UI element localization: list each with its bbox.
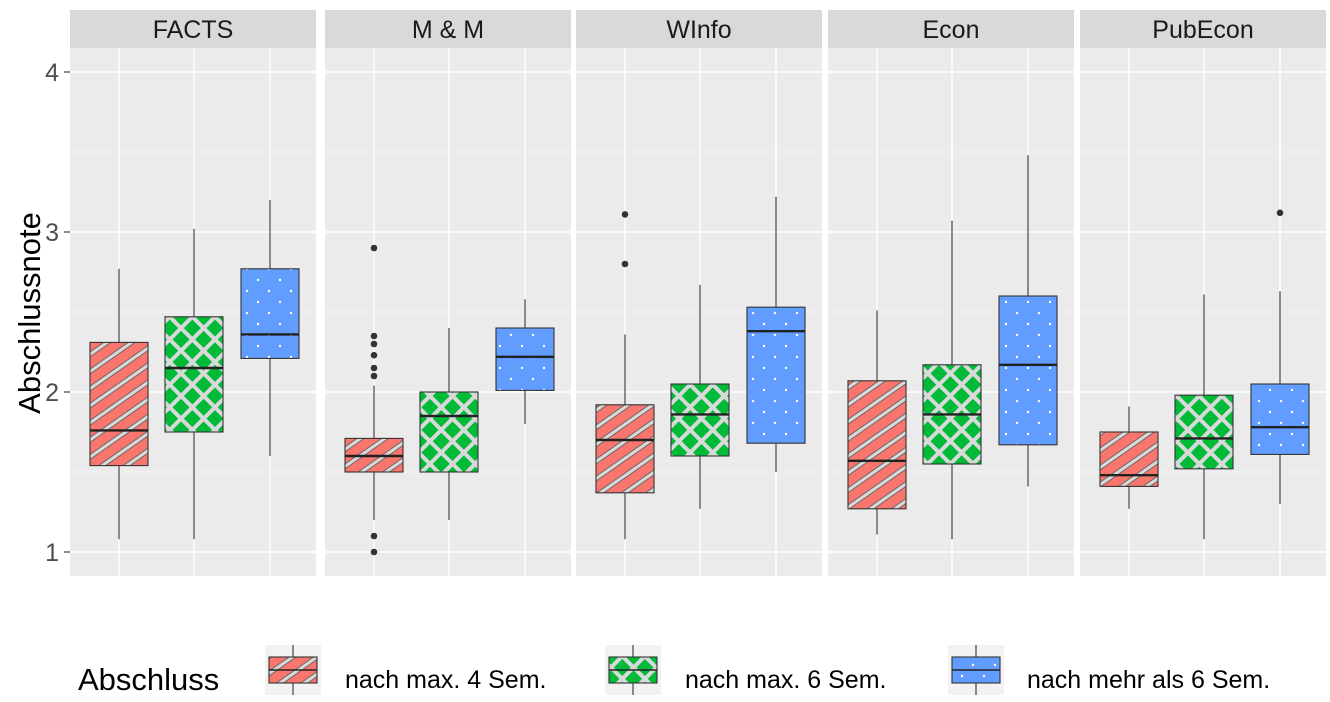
facet-panel: FACTS [70, 10, 316, 576]
facet-panel: M & M [325, 10, 571, 576]
boxplot-box [746, 196, 806, 472]
facet-strip [828, 10, 1074, 48]
outlier-point [370, 532, 378, 540]
boxplot-box [595, 211, 655, 540]
iqr-box [847, 380, 907, 510]
facet-label: WInfo [666, 16, 731, 44]
y-tick-label: 1 [45, 539, 59, 567]
legend-key [948, 645, 1004, 695]
legend-entry-label: nach mehr als 6 Sem. [1027, 666, 1270, 694]
y-axis-title: Abschlussnote [12, 212, 47, 414]
iqr-box [670, 383, 730, 457]
y-tick-label: 3 [45, 219, 59, 247]
facet-label: M & M [412, 16, 484, 44]
facet-panel: Econ [828, 10, 1074, 576]
facet-strip [1080, 10, 1326, 48]
boxplot-box [847, 310, 907, 535]
outlier-point [1276, 209, 1284, 217]
y-tick-label: 4 [45, 59, 59, 87]
outlier-point [370, 332, 378, 340]
legend-title: Abschluss [78, 662, 219, 697]
legend-entry-label: nach max. 6 Sem. [685, 666, 886, 694]
legend: Abschluss nach max. 4 Sem. nach max. 6 Se… [78, 645, 1270, 697]
iqr-box [1099, 431, 1159, 487]
iqr-box [746, 306, 806, 444]
facet-strip [576, 10, 822, 48]
outlier-point [370, 364, 378, 372]
boxplot-box [1099, 406, 1159, 509]
facet-panel: WInfo [576, 10, 822, 576]
boxplot-box [89, 268, 149, 540]
facet-panel: PubEcon [1080, 10, 1326, 576]
iqr-box [495, 327, 555, 391]
iqr-box [89, 341, 149, 467]
boxplot-box [998, 155, 1058, 487]
boxplot-box [670, 284, 730, 509]
legend-entry-label: nach max. 4 Sem. [345, 666, 546, 694]
iqr-box [595, 404, 655, 494]
iqr-box [1250, 383, 1310, 455]
boxplot-box [1174, 294, 1234, 540]
boxplot-box [344, 244, 404, 556]
y-tick-label: 2 [45, 379, 59, 407]
iqr-box [998, 295, 1058, 446]
facet-label: FACTS [153, 16, 234, 44]
legend-key [265, 645, 321, 695]
boxplot-box [1250, 209, 1310, 504]
facet-label: PubEcon [1152, 16, 1253, 44]
boxplot-box [164, 228, 224, 540]
y-axis: 1 2 3 4 [45, 59, 70, 567]
outlier-point [370, 372, 378, 380]
facet-label: Econ [923, 16, 980, 44]
outlier-point [370, 351, 378, 359]
legend-key [605, 645, 661, 695]
facet-strip [70, 10, 316, 48]
iqr-box [164, 316, 224, 433]
outlier-point [621, 211, 629, 218]
boxplot-box [240, 200, 300, 456]
facet-strip [325, 10, 571, 48]
iqr-box [240, 268, 300, 359]
outlier-point [370, 548, 378, 556]
panels-layer: FACTS M & M WInfo Econ PubEcon [70, 10, 1326, 576]
outlier-point [370, 244, 378, 252]
outlier-point [621, 260, 629, 268]
boxplot-box [419, 328, 479, 520]
iqr-box [1174, 394, 1234, 470]
boxplot-box [495, 299, 555, 424]
boxplot-box [922, 220, 982, 540]
outlier-point [370, 340, 378, 348]
iqr-box [419, 391, 479, 473]
